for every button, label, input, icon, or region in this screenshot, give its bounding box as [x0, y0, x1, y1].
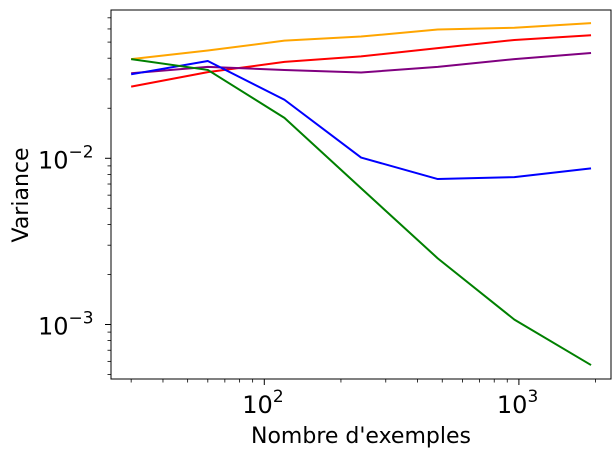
series-layer — [130, 22, 592, 366]
x-tick-label-1: 102 — [242, 387, 283, 419]
y-tick-label-2: 10−2 — [38, 142, 94, 174]
x-tick-exponent: 2 — [273, 387, 284, 407]
y-tick-base: 10 — [38, 146, 69, 174]
y-tick-base: 10 — [38, 312, 69, 340]
series-line-1 — [131, 22, 592, 61]
x-axis-label: Nombre d'exemples — [251, 424, 471, 449]
series-line-4 — [130, 59, 592, 181]
series-line-3 — [131, 51, 592, 75]
x-tick-label-2: 103 — [497, 387, 538, 419]
y-tick-exponent: −3 — [69, 308, 94, 328]
x-tick-exponent: 3 — [527, 387, 538, 407]
x-tick-base: 10 — [242, 391, 273, 419]
series-line-5 — [131, 58, 592, 366]
y-tick-label-1: 10−3 — [38, 308, 94, 340]
x-tick-base: 10 — [497, 391, 528, 419]
y-tick-exponent: −2 — [69, 142, 94, 162]
plot-frame — [110, 9, 612, 380]
series-line-2 — [130, 34, 592, 88]
y-axis-label: Variance — [9, 147, 34, 242]
